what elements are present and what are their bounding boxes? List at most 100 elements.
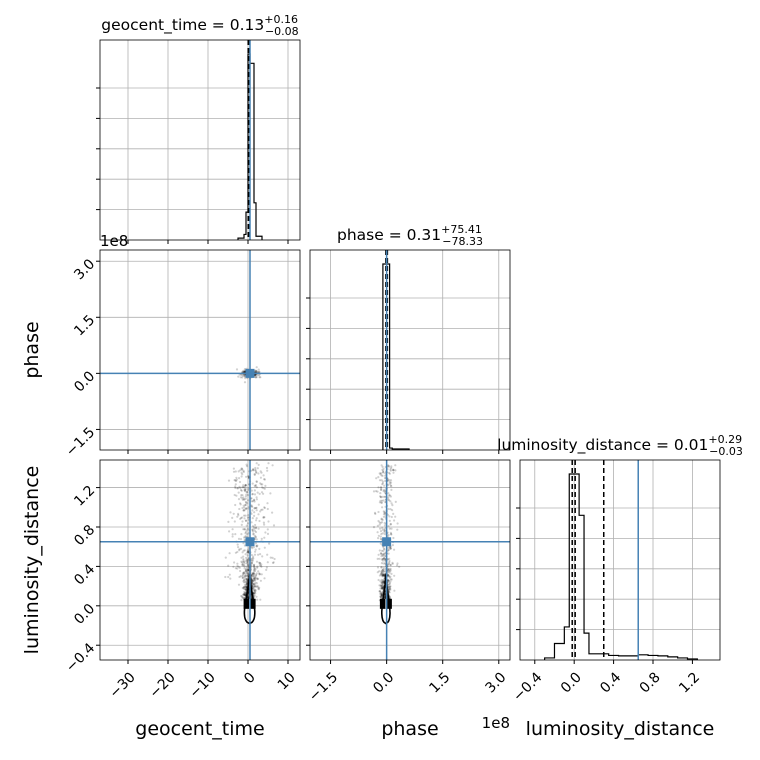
scatter-point <box>242 560 245 564</box>
scatter-point <box>240 523 243 527</box>
scatter-point <box>384 474 387 477</box>
scatter-point <box>244 503 247 507</box>
scatter-point <box>388 596 392 599</box>
scatter-point <box>379 486 383 489</box>
scatter-point <box>229 511 232 514</box>
scatter-point <box>372 526 376 529</box>
panel-title-geocent_time: geocent_time = 0.13+0.16 −0.08 <box>101 13 298 38</box>
scatter-point <box>379 542 382 545</box>
scatter-point <box>260 483 263 486</box>
scatter-point <box>245 562 248 565</box>
scatter-point <box>243 375 246 378</box>
scatter-point <box>241 376 244 379</box>
scatter-point <box>390 485 393 488</box>
scatter-point <box>242 469 245 472</box>
scatter-point <box>252 589 255 593</box>
scatter-point <box>239 517 242 521</box>
scatter-point <box>235 494 238 497</box>
scatter-point <box>383 510 386 514</box>
scatter-point <box>388 568 391 571</box>
scatter-point <box>253 583 256 586</box>
scatter-point <box>236 487 239 490</box>
scatter-point <box>387 562 391 565</box>
scatter-point <box>378 479 382 482</box>
scatter-point <box>256 491 259 494</box>
scatter-point <box>266 528 269 531</box>
scatter-point <box>255 509 258 512</box>
scatter-point <box>251 482 254 485</box>
scatter-point <box>387 525 390 528</box>
scatter-point <box>258 370 261 373</box>
scatter-point <box>244 514 247 517</box>
scatter-point <box>237 546 240 549</box>
scatter-point <box>245 580 248 583</box>
y-tick-label: 1.2 <box>71 483 98 510</box>
scatter-point <box>242 559 245 562</box>
scatter-point <box>242 596 245 599</box>
scatter-point <box>256 598 259 601</box>
scatter-point <box>378 570 381 573</box>
scatter-point <box>381 593 384 596</box>
scatter-point <box>254 589 257 592</box>
scatter-point <box>376 531 379 534</box>
scatter-point <box>259 482 262 485</box>
y-axis-label-luminosity_distance: luminosity_distance <box>21 466 43 655</box>
scatter-point <box>384 562 387 565</box>
scatter-point <box>263 487 266 490</box>
scatter-point <box>254 485 257 488</box>
scatter-point <box>381 573 384 576</box>
scatter-point <box>247 514 250 517</box>
panel-frame <box>309 459 511 661</box>
scatter-point <box>387 581 390 584</box>
scatter-point <box>376 557 379 561</box>
scatter-point <box>382 581 385 585</box>
scatter-point <box>380 496 383 499</box>
scatter-point <box>250 579 253 582</box>
scatter-point <box>255 480 258 483</box>
x-axis-label-phase: phase <box>381 718 438 740</box>
scatter-point <box>244 507 247 510</box>
y-tick-label: 1.5 <box>71 312 98 339</box>
scatter-point <box>242 581 246 584</box>
scatter-point <box>243 514 246 517</box>
scatter-point <box>234 503 237 507</box>
scatter-point <box>379 495 382 498</box>
scatter-point <box>246 560 249 563</box>
scatter-point <box>264 484 267 487</box>
scatter-point <box>251 572 254 576</box>
scatter-point <box>227 479 231 482</box>
scatter-point <box>269 492 272 495</box>
scatter-point <box>377 578 380 582</box>
scatter-point <box>252 575 256 578</box>
hist-panel-geocent_time: geocent_time = 0.13+0.16 −0.08 <box>96 13 301 244</box>
scatter-point <box>388 585 391 588</box>
scatter-point <box>379 472 383 475</box>
scatter-point <box>252 533 255 536</box>
y-tick-label: 0.8 <box>71 522 98 549</box>
scatter-point <box>252 572 256 575</box>
scatter-point <box>380 594 384 598</box>
scatter-point <box>245 493 248 496</box>
scatter-point <box>394 464 397 467</box>
scatter-point <box>247 569 250 572</box>
scatter-point <box>254 373 257 376</box>
scatter-point <box>255 486 258 489</box>
scatter-point <box>393 548 396 551</box>
scatter-point <box>239 502 242 505</box>
scatter-point <box>259 598 262 601</box>
scatter-point <box>254 590 257 593</box>
scatter-point <box>388 586 391 590</box>
scatter-point <box>247 487 250 490</box>
scatter-point <box>266 561 269 564</box>
scatter-point <box>258 573 261 576</box>
scatter-point <box>381 572 384 575</box>
scatter-point <box>255 462 258 465</box>
scatter-point <box>234 486 237 490</box>
scatter-point <box>387 583 390 586</box>
scatter-point <box>388 515 391 518</box>
scatter-point <box>244 503 247 507</box>
scatter-point <box>253 592 256 595</box>
scatter-point <box>244 535 247 538</box>
scatter-point <box>231 533 234 536</box>
scatter-point <box>251 492 254 496</box>
